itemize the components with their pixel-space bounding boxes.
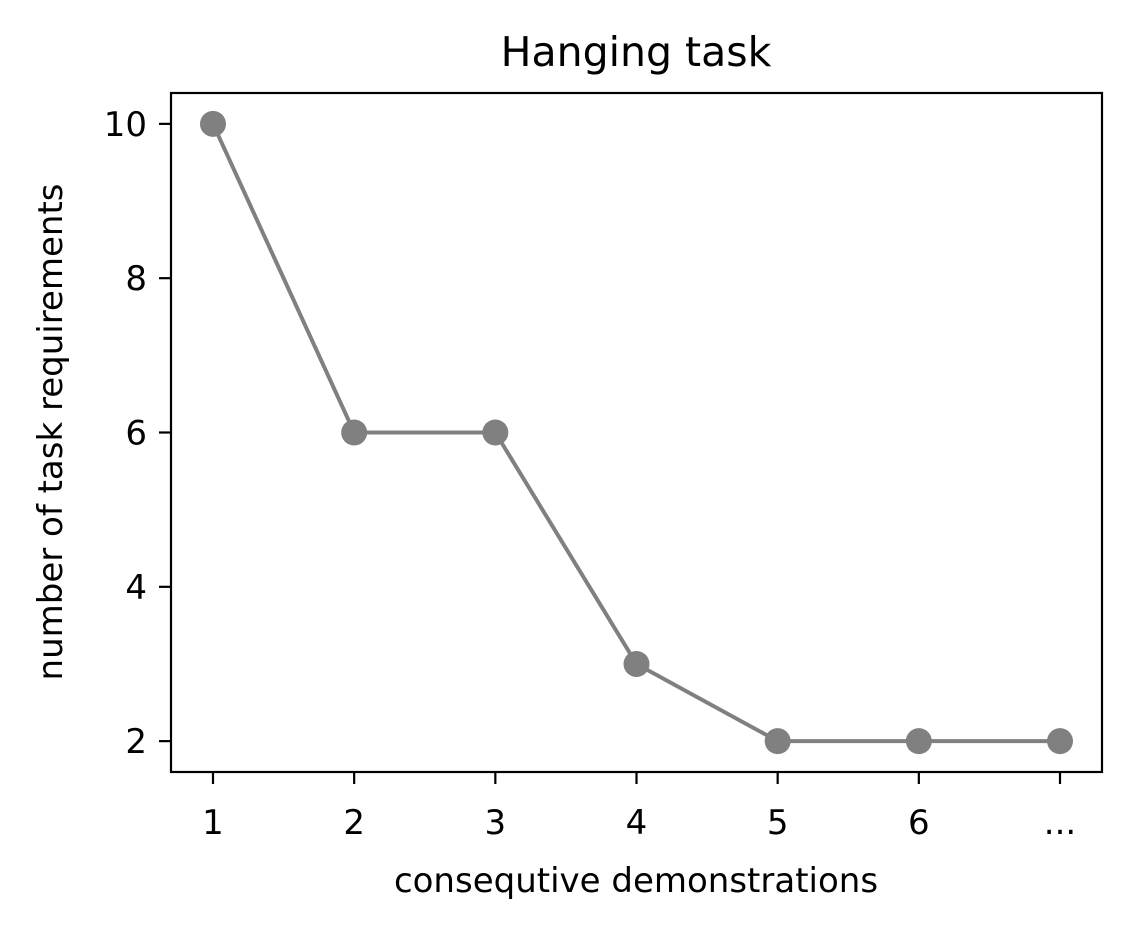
y-tick-label: 2 (125, 722, 147, 762)
x-tick-label: 5 (767, 803, 789, 843)
data-point (1047, 728, 1073, 755)
chart-title: Hanging task (501, 28, 772, 76)
data-point (482, 419, 509, 446)
y-tick-label: 8 (125, 259, 147, 299)
series-line (211, 123, 1060, 744)
y-tick-label: 10 (104, 105, 147, 145)
x-tick-label: 2 (343, 803, 365, 843)
data-point (200, 110, 226, 137)
x-axis: 1 2 3 4 5 6... (202, 772, 1076, 843)
data-point (764, 728, 791, 755)
data-point (905, 728, 932, 755)
x-tick-label: 3 (485, 803, 507, 843)
x-tick-label: ... (1044, 803, 1076, 843)
data-point (341, 419, 368, 446)
x-tick-label: 6 (908, 803, 930, 843)
y-axis-label: number of task requirements (31, 184, 71, 681)
plot-area (200, 110, 1073, 755)
data-point (623, 650, 650, 677)
y-axis: 2 4 6 8 10 (104, 105, 171, 762)
x-tick-label: 4 (626, 803, 648, 843)
x-tick-label: 1 (202, 803, 224, 843)
y-tick-label: 4 (125, 568, 147, 608)
y-tick-label: 6 (125, 414, 147, 454)
x-axis-label: consequtive demonstrations (394, 861, 878, 901)
